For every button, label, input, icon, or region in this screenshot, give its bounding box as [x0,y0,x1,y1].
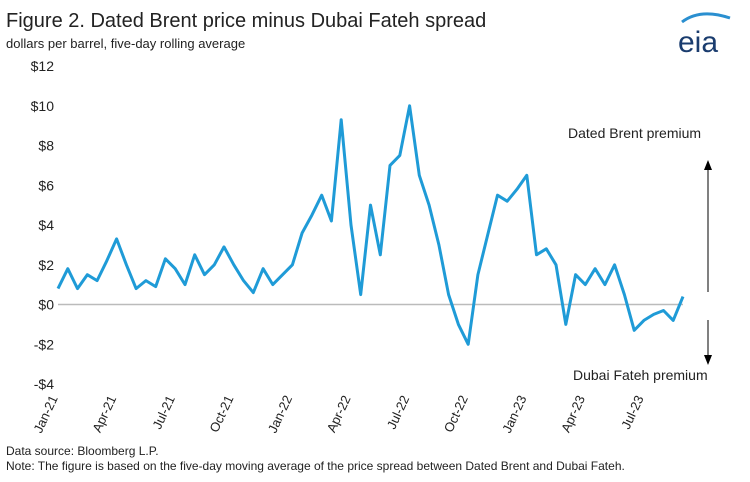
y-tick-label: $10 [31,98,55,114]
y-tick-label: $2 [38,257,54,273]
x-tick-label: Jan-21 [30,393,60,435]
y-tick-label: $12 [31,58,55,74]
x-tick-label: Jul-22 [384,393,413,431]
x-tick-label: Jul-21 [149,393,178,431]
chart-title: Figure 2. Dated Brent price minus Dubai … [6,10,486,32]
line-series [56,104,685,346]
x-tick-label: Apr-23 [558,393,588,435]
logo-swoosh [681,12,731,24]
x-tick-label: Apr-22 [324,393,354,435]
arrow-head [704,355,712,365]
source: Data source: Bloomberg L.P. [6,444,159,458]
y-tick-label: -$4 [34,376,54,392]
x-tick-label: Oct-21 [206,393,236,435]
annotation: Dubai Fateh premium [573,367,708,383]
x-tick-label: Jan-23 [499,393,529,435]
note: Note: The figure is based on the five-da… [6,459,625,473]
annotation: Dated Brent premium [568,125,701,141]
chart-subtitle: dollars per barrel, five-day rolling ave… [6,36,245,51]
x-tick-label: Oct-22 [441,393,471,435]
x-tick-label: Jan-22 [265,393,295,435]
x-tick-label: Apr-21 [89,393,119,435]
y-tick-label: $0 [38,297,54,313]
logo: eia [678,26,718,59]
x-tick-label: Jul-23 [618,393,647,431]
y-tick-label: $4 [38,217,54,233]
y-tick-label: $8 [38,138,54,154]
y-tick-label: -$2 [34,336,54,352]
y-tick-label: $6 [38,177,54,193]
arrow-head [704,160,712,170]
